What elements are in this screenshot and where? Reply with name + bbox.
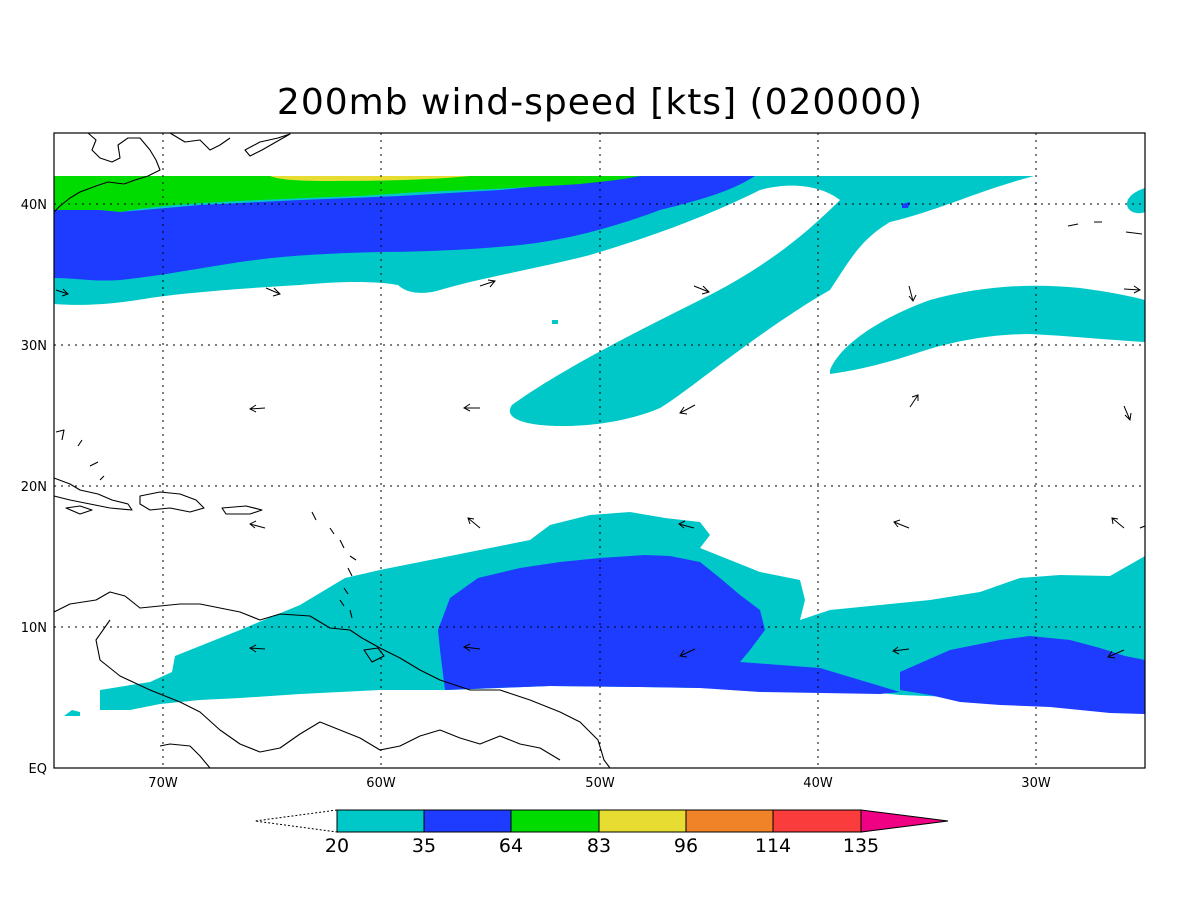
x-tick-label: 60W xyxy=(366,776,396,791)
colorbar-bin-64-83 xyxy=(510,809,600,833)
wind-arrow xyxy=(909,394,919,408)
wind-arrow xyxy=(893,519,910,529)
wind-arrow xyxy=(1123,405,1132,422)
brazil-inland xyxy=(159,743,211,769)
wind-arrow xyxy=(479,279,496,288)
colorbar-bin-83-96 xyxy=(598,809,687,833)
wind-arrow xyxy=(265,287,281,297)
colorbar-label: 35 xyxy=(412,835,436,857)
y-tick-label: 20N xyxy=(21,480,47,495)
wind-arrow xyxy=(892,646,910,655)
x-tick-label: 50W xyxy=(585,776,615,791)
x-tick-label: 70W xyxy=(148,776,178,791)
band-east-cyan xyxy=(830,285,1145,374)
jet-yellow xyxy=(270,176,470,181)
venezuela-inland xyxy=(95,619,561,761)
colorbar-label: 20 xyxy=(325,835,349,857)
colorbar-bin-114-135 xyxy=(772,809,862,833)
colorbar-label: 114 xyxy=(755,835,791,857)
jet-green xyxy=(54,176,640,212)
wind-arrow xyxy=(679,648,696,658)
jamaica-coast xyxy=(65,505,93,515)
colorbar-label: 96 xyxy=(674,835,698,857)
hispaniola-coast xyxy=(139,491,205,513)
x-tick-label: 40W xyxy=(803,776,833,791)
colorbar: 20 35 64 83 96 114 135 xyxy=(254,809,949,857)
colorbar-bin-35-64 xyxy=(423,809,512,833)
colorbar-label: 135 xyxy=(843,835,879,857)
y-tick-label: 10N xyxy=(21,621,47,636)
wind-arrow xyxy=(463,643,481,652)
colorbar-bin-20-35 xyxy=(336,809,425,833)
wind-arrow xyxy=(908,285,917,302)
wind-arrow xyxy=(1107,649,1125,659)
north-america-coast xyxy=(53,132,161,213)
y-tick-label: EQ xyxy=(29,762,47,777)
puerto-rico-coast xyxy=(221,505,263,515)
colorbar-label: 83 xyxy=(587,835,611,857)
jet-blue-core xyxy=(54,176,755,281)
trop-blue-east xyxy=(900,636,1145,714)
y-axis-labels: EQ 10N 20N 30N 40N xyxy=(21,198,47,777)
wind-arrow xyxy=(1111,517,1125,529)
colorbar-under-triangle xyxy=(254,809,338,833)
x-axis-labels: 70W 60W 50W 40W 30W xyxy=(148,776,1051,791)
islands-east xyxy=(1067,221,1146,529)
coastlines xyxy=(53,132,1146,769)
wind-arrow xyxy=(249,404,266,413)
wind-arrow xyxy=(55,288,69,297)
lesser-antilles-coast xyxy=(311,511,357,619)
trinidad-coast xyxy=(363,647,385,663)
cuba-coast xyxy=(53,477,133,511)
maine-coast xyxy=(169,132,231,151)
patch-cyan-w xyxy=(64,710,80,716)
wind-arrow xyxy=(678,520,695,529)
south-america-coast xyxy=(53,591,611,769)
wind-arrow xyxy=(249,520,266,529)
wind-arrow xyxy=(1123,285,1141,294)
wind-vectors xyxy=(55,279,1141,659)
wind-arrow xyxy=(463,403,480,412)
colorbar-label: 64 xyxy=(499,835,523,857)
wind-arrow xyxy=(467,517,481,529)
x-tick-label: 30W xyxy=(1021,776,1051,791)
patch-cyan-dot xyxy=(552,320,558,324)
wind-arrow xyxy=(679,404,696,415)
trop-blue-core xyxy=(438,555,900,694)
map-title: 200mb wind-speed [kts] (020000) xyxy=(276,82,924,123)
graticule xyxy=(54,133,1145,768)
y-tick-label: 40N xyxy=(21,198,47,213)
wind-arrow xyxy=(693,285,710,295)
colorbar-over-triangle xyxy=(860,809,949,833)
colorbar-bin-96-114 xyxy=(685,809,774,833)
map-frame xyxy=(53,132,1146,769)
wind-shading xyxy=(54,176,1145,716)
wind-arrow xyxy=(249,644,266,653)
y-tick-label: 30N xyxy=(21,339,47,354)
bahamas-coast xyxy=(55,429,105,481)
patch-cyan-ne xyxy=(1126,188,1145,214)
nova-scotia-coast xyxy=(244,133,291,157)
